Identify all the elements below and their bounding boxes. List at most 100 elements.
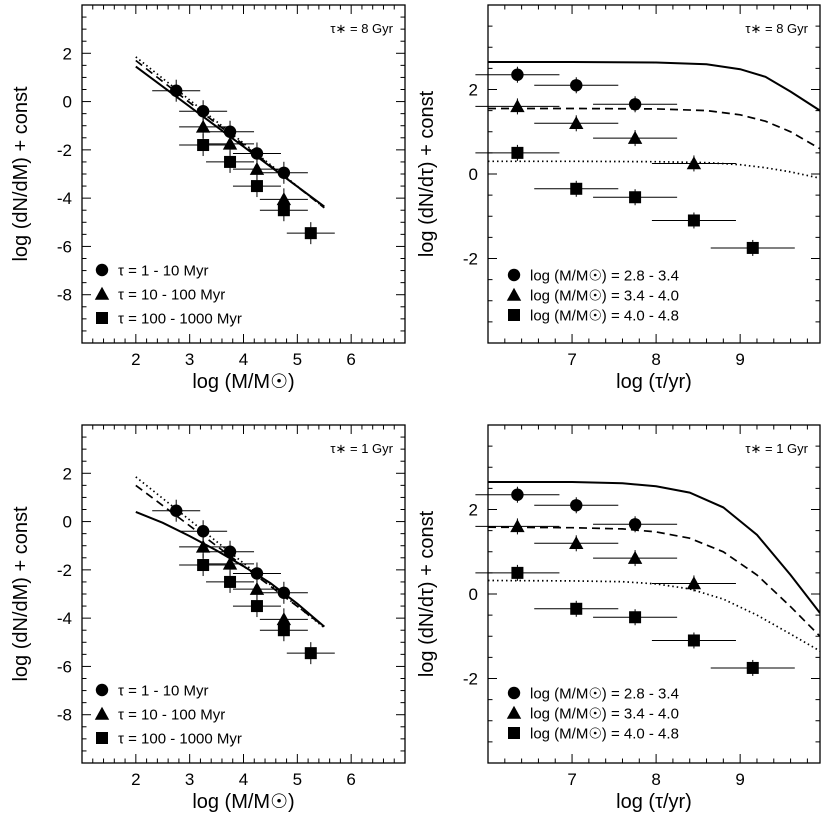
tau-star-annotation: τ∗ = 1 Gyr — [745, 441, 808, 456]
data-point-square — [687, 214, 700, 227]
data-point-triangle — [222, 136, 238, 150]
y-tick-label: 0 — [63, 93, 72, 112]
legend-label: log (M/M☉) = 4.0 - 4.8 — [530, 308, 679, 325]
data-point-triangle — [627, 130, 643, 144]
data-point-square — [304, 227, 317, 240]
tau-star-annotation: τ∗ = 8 Gyr — [330, 21, 393, 36]
legend-marker-square — [508, 309, 520, 321]
legend-marker-circle — [95, 263, 109, 277]
x-tick-label: 2 — [131, 350, 140, 369]
y-tick-label: 2 — [469, 501, 478, 520]
tau-star-annotation: τ∗ = 1 Gyr — [330, 441, 393, 456]
data-point-triangle — [510, 99, 525, 113]
data-point-circle — [570, 79, 583, 92]
data-point-square — [746, 241, 759, 254]
y-tick-label: -4 — [57, 609, 72, 628]
data-point-square — [277, 624, 290, 637]
legend-label: log (M/M☉) = 2.8 - 3.4 — [530, 686, 679, 703]
data-point-circle — [277, 586, 291, 599]
x-tick-label: 3 — [185, 350, 194, 369]
x-tick-label: 6 — [346, 770, 355, 789]
panel-bottom-right: 7 8 9 2 0 -2 log (τ/yr) log (dN/dτ) + const τ∗ =… — [416, 424, 821, 813]
legend-label: log (M/M☉) = 4.0 - 4.8 — [530, 726, 679, 743]
x-axis-title: log (M/M☉) — [192, 791, 294, 813]
y-tick-label: -6 — [57, 657, 72, 676]
legend-label: τ = 10 - 100 Myr — [118, 707, 225, 724]
legend-label: log (M/M☉) = 3.4 - 4.0 — [530, 288, 679, 305]
data-point-circle — [511, 68, 524, 81]
data-point-circle — [628, 518, 642, 531]
data-point-square — [224, 155, 237, 168]
panel-top-right: 7 8 9 2 0 -2 log (τ/yr) log (dN/dτ) + const τ∗ =… — [416, 4, 821, 393]
data-point-circle — [277, 166, 291, 179]
legend-label: log (M/M☉) = 2.8 - 3.4 — [530, 268, 679, 285]
x-tick-label: 9 — [735, 770, 744, 789]
data-point-triangle — [510, 519, 525, 533]
y-tick-label: -4 — [57, 189, 72, 208]
data-point-circle — [170, 504, 183, 517]
y-tick-label: -8 — [57, 286, 72, 305]
model-line-dashed — [488, 107, 820, 150]
data-point-square — [629, 611, 642, 624]
data-point-square — [511, 566, 524, 579]
legend-marker-square — [508, 727, 520, 739]
data-point-square — [277, 204, 290, 217]
y-axis-title: log (dN/dτ) + const — [416, 90, 438, 257]
x-tick-label: 5 — [293, 350, 302, 369]
legend-marker-square — [96, 732, 108, 744]
legend-marker-triangle — [94, 706, 110, 720]
x-tick-label: 3 — [185, 770, 194, 789]
data-point-triangle — [627, 550, 643, 564]
legend-marker-triangle — [506, 287, 522, 301]
x-tick-label: 6 — [346, 350, 355, 369]
data-point-square — [687, 634, 700, 647]
legend-marker-circle — [507, 268, 521, 282]
legend-marker-square — [96, 312, 108, 324]
legend-label: τ = 10 - 100 Myr — [118, 287, 225, 304]
data-point-triangle — [195, 539, 211, 553]
x-tick-label: 8 — [651, 770, 660, 789]
y-axis-title: log (dN/dM) + const — [10, 506, 32, 682]
data-point-triangle — [249, 581, 265, 595]
y-tick-label: -2 — [57, 561, 72, 580]
y-tick-label: 0 — [469, 165, 478, 184]
data-point-circle — [223, 545, 237, 558]
data-point-triangle — [222, 556, 238, 570]
x-tick-label: 4 — [239, 350, 248, 369]
data-point-triangle — [195, 119, 211, 133]
panel-bottom-left: 2 3 4 5 6 2 0 -2 -4 -6 -8 log (M/M☉) log (dN/dM) + c… — [10, 424, 406, 813]
x-axis-title: log (M/M☉) — [192, 371, 294, 393]
model-line-solid — [488, 481, 820, 614]
data-point-circle — [511, 488, 524, 501]
tau-star-annotation: τ∗ = 8 Gyr — [745, 21, 808, 36]
data-point-triangle — [276, 612, 292, 626]
data-point-square — [224, 575, 237, 588]
data-point-triangle — [569, 536, 584, 550]
y-tick-label: 0 — [469, 585, 478, 604]
y-tick-label: 2 — [63, 44, 72, 63]
x-tick-label: 7 — [567, 350, 576, 369]
legend-label: τ = 1 - 10 Myr — [118, 683, 209, 700]
data-point-circle — [196, 105, 210, 118]
data-point-circle — [223, 125, 237, 138]
panel-top-left: 2 3 4 5 6 2 0 -2 -4 -6 -8 log (M/M☉) log (dN/dM) + c… — [10, 4, 406, 393]
data-point-square — [304, 647, 317, 660]
y-tick-label: 2 — [469, 81, 478, 100]
data-point-square — [629, 191, 642, 204]
legend-marker-triangle — [506, 705, 522, 719]
x-axis-title: log (τ/yr) — [616, 791, 692, 813]
x-tick-label: 2 — [131, 770, 140, 789]
y-tick-label: -2 — [463, 250, 478, 269]
data-point-triangle — [569, 116, 584, 130]
y-tick-label: 2 — [63, 464, 72, 483]
model-line-dashed — [488, 526, 820, 637]
y-tick-label: -2 — [463, 670, 478, 689]
data-point-triangle — [249, 161, 265, 175]
data-point-square — [746, 661, 759, 674]
legend-label: τ = 100 - 1000 Myr — [118, 731, 242, 748]
legend-label: log (M/M☉) = 3.4 - 4.0 — [530, 706, 679, 723]
x-tick-label: 4 — [239, 770, 248, 789]
x-axis-title: log (τ/yr) — [616, 371, 692, 393]
y-tick-label: -6 — [57, 237, 72, 256]
